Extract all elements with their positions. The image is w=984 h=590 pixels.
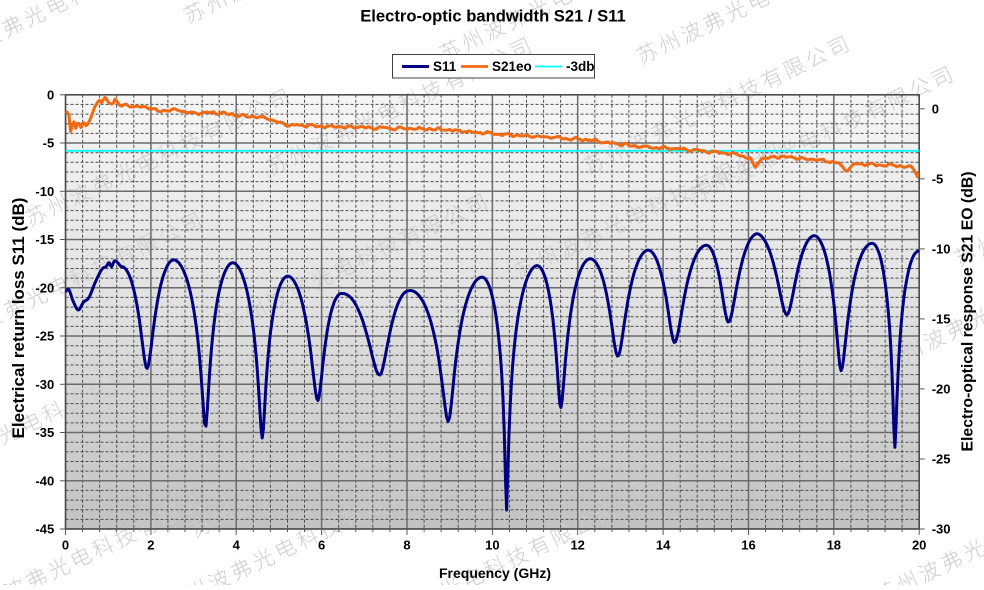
svg-text:-40: -40	[35, 474, 54, 489]
svg-text:14: 14	[656, 538, 671, 553]
svg-text:0: 0	[62, 538, 69, 553]
svg-text:-25: -25	[35, 329, 54, 344]
svg-text:2: 2	[147, 538, 154, 553]
svg-text:-20: -20	[932, 382, 951, 397]
svg-text:Electro-optical response S21 E: Electro-optical response S21 EO (dB)	[960, 171, 977, 451]
svg-text:12: 12	[570, 538, 584, 553]
svg-text:6: 6	[318, 538, 325, 553]
svg-text:-45: -45	[35, 522, 54, 537]
svg-text:-5: -5	[43, 136, 55, 151]
svg-text:-20: -20	[35, 281, 54, 296]
svg-text:S11: S11	[433, 59, 457, 74]
svg-text:4: 4	[233, 538, 241, 553]
svg-text:Electrical return loss S11 (dB: Electrical return loss S11 (dB)	[9, 198, 28, 439]
svg-text:Electro-optic bandwidth S21 /: Electro-optic bandwidth S21 / S11	[360, 7, 626, 26]
svg-text:0: 0	[932, 102, 939, 117]
svg-text:-25: -25	[932, 452, 951, 467]
svg-text:-30: -30	[35, 377, 54, 392]
svg-text:-15: -15	[35, 232, 54, 247]
svg-text:-15: -15	[932, 312, 951, 327]
svg-text:18: 18	[827, 538, 841, 553]
svg-text:S21eo: S21eo	[492, 59, 532, 74]
svg-text:-3db: -3db	[566, 59, 595, 74]
svg-text:-10: -10	[932, 242, 951, 257]
svg-text:20: 20	[912, 538, 926, 553]
svg-text:16: 16	[741, 538, 755, 553]
svg-text:-35: -35	[35, 425, 54, 440]
svg-text:10: 10	[485, 538, 499, 553]
svg-text:-10: -10	[35, 184, 54, 199]
svg-text:Frequency (GHz): Frequency (GHz)	[439, 565, 551, 581]
svg-text:-30: -30	[932, 522, 951, 537]
svg-text:8: 8	[403, 538, 410, 553]
svg-text:-5: -5	[932, 172, 944, 187]
svg-text:0: 0	[47, 88, 54, 103]
